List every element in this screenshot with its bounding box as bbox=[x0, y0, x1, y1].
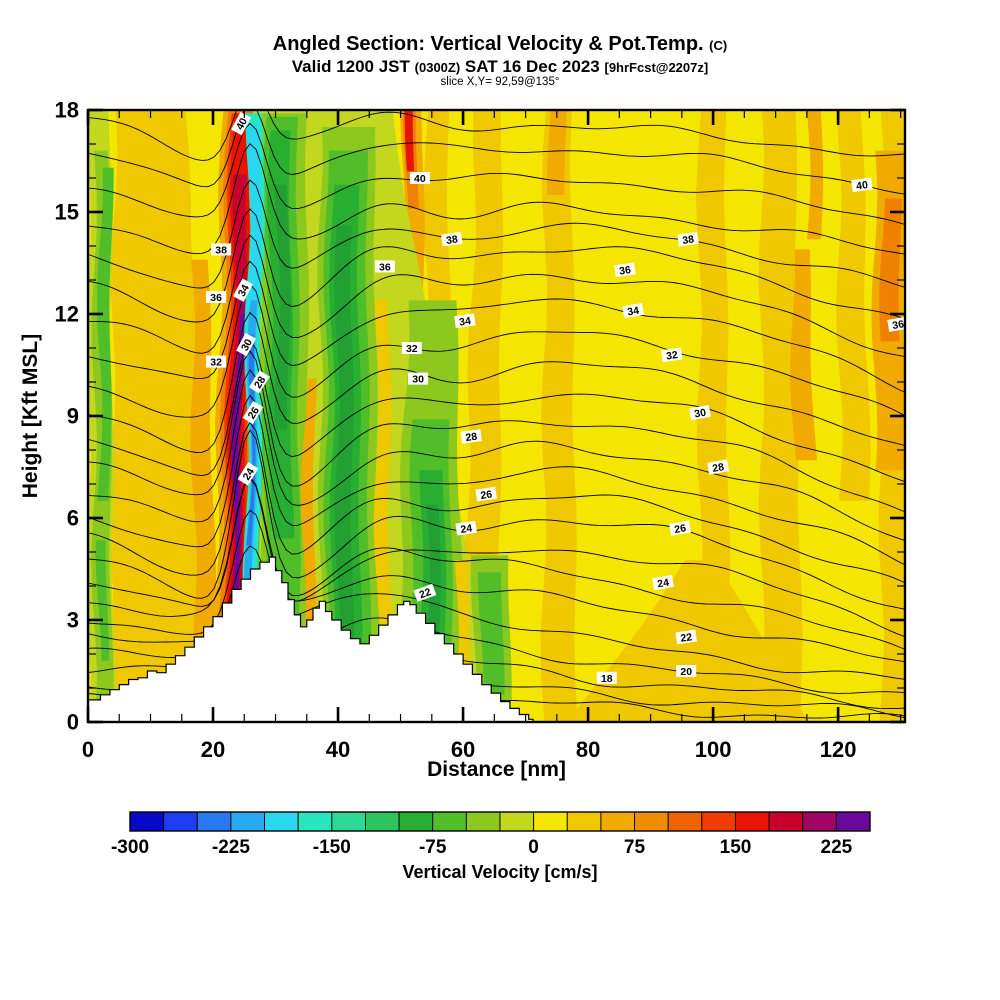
svg-text:15: 15 bbox=[55, 200, 79, 225]
svg-text:20: 20 bbox=[201, 737, 225, 762]
svg-text:34: 34 bbox=[236, 283, 252, 299]
svg-text:36: 36 bbox=[619, 264, 632, 278]
svg-text:30: 30 bbox=[693, 407, 707, 421]
valid-time: Valid 1200 JST bbox=[291, 57, 410, 76]
svg-text:24: 24 bbox=[656, 577, 670, 591]
svg-text:18: 18 bbox=[55, 98, 79, 123]
svg-text:30: 30 bbox=[412, 374, 424, 386]
svg-text:0: 0 bbox=[82, 737, 94, 762]
svg-text:38: 38 bbox=[445, 233, 458, 247]
svg-text:34: 34 bbox=[458, 315, 471, 329]
svg-text:3: 3 bbox=[67, 608, 79, 633]
svg-text:24: 24 bbox=[460, 522, 473, 536]
svg-text:100: 100 bbox=[695, 737, 732, 762]
svg-text:75: 75 bbox=[624, 837, 646, 858]
svg-text:40: 40 bbox=[414, 173, 426, 185]
svg-text:32: 32 bbox=[665, 349, 678, 363]
svg-text:40: 40 bbox=[855, 179, 868, 193]
svg-text:22: 22 bbox=[680, 631, 693, 645]
svg-text:40: 40 bbox=[326, 737, 350, 762]
svg-text:26: 26 bbox=[673, 522, 687, 536]
svg-text:28: 28 bbox=[465, 431, 478, 445]
svg-text:18: 18 bbox=[601, 673, 613, 685]
svg-text:38: 38 bbox=[215, 244, 227, 256]
plot-subtitle: Valid 1200 JST (0300Z) SAT 16 Dec 2023 [… bbox=[0, 57, 1000, 77]
svg-text:150: 150 bbox=[720, 837, 752, 858]
svg-text:26: 26 bbox=[246, 405, 262, 421]
svg-text:-225: -225 bbox=[212, 837, 250, 858]
svg-text:0: 0 bbox=[67, 710, 79, 735]
svg-text:20: 20 bbox=[680, 666, 692, 678]
plot-title-units: (C) bbox=[709, 38, 728, 53]
svg-text:120: 120 bbox=[820, 737, 857, 762]
valid-time-utc: (0300Z) bbox=[414, 60, 461, 75]
plot-title-main: Angled Section: Vertical Velocity & Pot.… bbox=[272, 33, 704, 55]
svg-text:34: 34 bbox=[626, 305, 640, 319]
svg-text:225: 225 bbox=[821, 837, 853, 858]
svg-text:30: 30 bbox=[239, 337, 255, 353]
svg-text:36: 36 bbox=[379, 261, 391, 273]
svg-text:80: 80 bbox=[576, 737, 600, 762]
forecast-info: [9hrFcst@2207z] bbox=[604, 60, 709, 75]
svg-text:22: 22 bbox=[418, 586, 433, 601]
svg-text:28: 28 bbox=[711, 461, 725, 475]
y-axis-title: Height [Kft MSL] bbox=[19, 333, 42, 499]
svg-text:36: 36 bbox=[210, 292, 222, 304]
slice-note: slice X,Y= 92,59@135° bbox=[440, 76, 560, 88]
svg-text:-150: -150 bbox=[313, 837, 351, 858]
svg-text:26: 26 bbox=[480, 488, 493, 502]
svg-text:28: 28 bbox=[252, 374, 268, 390]
svg-text:9: 9 bbox=[67, 404, 79, 429]
colorbar-caption: Vertical Velocity [cm/s] bbox=[402, 862, 598, 882]
valid-date: SAT 16 Dec 2023 bbox=[464, 57, 600, 76]
plot-title: Angled Section: Vertical Velocity & Pot.… bbox=[0, 33, 1000, 56]
svg-text:32: 32 bbox=[210, 357, 222, 369]
svg-text:24: 24 bbox=[241, 466, 257, 482]
svg-text:36: 36 bbox=[891, 318, 905, 332]
svg-text:0: 0 bbox=[528, 837, 539, 858]
svg-text:-75: -75 bbox=[419, 837, 447, 858]
svg-text:12: 12 bbox=[55, 302, 79, 327]
svg-text:32: 32 bbox=[406, 343, 418, 355]
svg-text:6: 6 bbox=[67, 506, 79, 531]
x-axis-title: Distance [nm] bbox=[427, 758, 566, 781]
svg-text:38: 38 bbox=[682, 233, 695, 247]
svg-text:60: 60 bbox=[451, 737, 475, 762]
svg-text:-300: -300 bbox=[111, 837, 149, 858]
svg-text:40: 40 bbox=[234, 116, 250, 132]
